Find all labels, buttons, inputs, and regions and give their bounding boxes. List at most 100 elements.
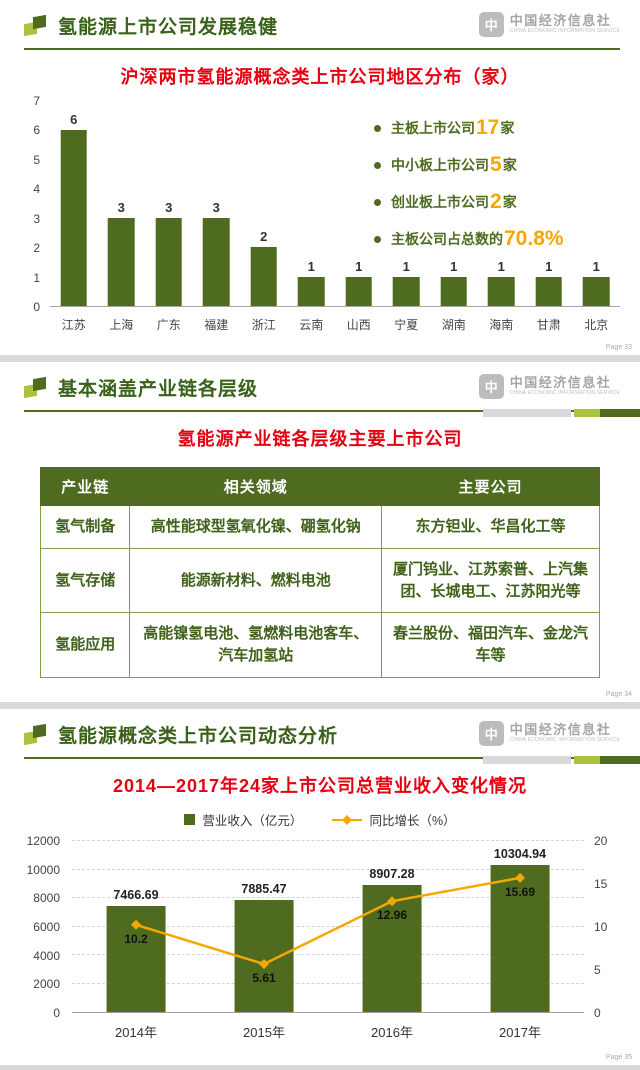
bar [107,218,135,306]
stat-bullet: 中小板上市公司 5 家 [374,153,612,177]
title-wrap: 氢能源概念类上市公司动态分析 [24,721,338,748]
legend-item-growth: 同比增长（%） [332,810,456,829]
row-header-cell: 氢气存储 [39,547,131,614]
slide-marker-icon [24,376,48,399]
bar-column: 3 [145,101,193,306]
bullet-value: 5 [490,153,502,176]
bar [392,276,420,306]
table-row: 氢气存储 能源新材料、燃料电池 厦门钨业、江苏索普、上汽集团、长城电工、江苏阳光等 [39,547,601,614]
bar [250,247,278,306]
bullet-dot-icon [374,198,381,206]
logo-subtitle: CHINA ECONOMIC INFORMATION SERVICE [509,28,620,35]
bullet-value: 70.8% [504,227,564,250]
bullet-text: 主板上市公司 [391,120,475,136]
y-axis-tick: 5 [33,152,40,167]
table-row: 氢能应用 高能镍氢电池、氢燃料电池客车、汽车加氢站 春兰股份、福田汽车、金龙汽车等 [39,612,601,678]
bar-column: 10304.94 [456,841,584,1012]
bar-column: 1 [383,101,431,306]
x-axis-label: 2015年 [243,1025,285,1040]
line-value-label: 5.61 [252,971,276,986]
plot-area: 6 3 3 3 2 1 1 1 1 1 1 1 [50,101,620,307]
page-number: Page 34 [605,691,632,698]
industry-chain-table: 产业链 相关领域 主要公司 氢气制备 高性能球型氢氧化镍、硼氢化钠 东方钽业、华昌化工等… [39,467,601,678]
bar [345,276,373,306]
bar-column: 1 [478,101,526,306]
bar-value-label: 7466.69 [113,887,159,902]
bar-value-label: 1 [355,258,363,274]
table-cell: 东方钽业、华昌化工等 [380,505,601,549]
left-axis-tick: 4000 [33,948,60,963]
page-number: Page 33 [605,344,632,351]
slide-marker-icon [24,14,48,37]
line-legend-swatch-icon [332,818,363,821]
bar-value-label: 6 [70,112,78,128]
table-body: 氢气制备 高性能球型氢氧化镍、硼氢化钠 东方钽业、华昌化工等 氢气存储 能源新材料、燃料… [39,505,601,678]
x-axis-label: 2017年 [499,1025,541,1040]
table-cell: 高能镍氢电池、氢燃料电池客车、汽车加氢站 [129,612,382,678]
bar-column: 8907.28 [328,841,456,1012]
bar [362,885,422,1012]
bar [202,218,230,306]
logo-icon: 中 [478,721,504,746]
plot-area: 7466.69 7885.47 8907.28 10304.94 10.2 5.61 12.… [72,840,584,1013]
left-axis-tick: 0 [53,1006,60,1020]
gridline [72,982,584,984]
right-axis-tick: 15 [594,877,608,891]
line-value-label: 15.69 [504,884,536,899]
bullet-dot-icon [374,161,381,169]
bullet-text: 创业板上市公司 [391,194,489,210]
row-header-cell: 氢能应用 [39,612,131,678]
bar-legend-swatch-icon [184,814,196,825]
table-cell: 能源新材料、燃料电池 [129,547,382,614]
right-axis-tick: 10 [594,920,608,934]
title-wrap: 基本涵盖产业链各层级 [24,374,258,401]
bar-value-label: 7885.47 [241,881,287,896]
slide-title: 氢能源概念类上市公司动态分析 [58,726,339,747]
slide-3: 氢能源概念类上市公司动态分析 中 中国经济信息社 CHINA ECONOMIC … [0,709,640,1065]
bar-series: 7466.69 7885.47 8907.28 10304.94 [72,841,584,1012]
y-axis-tick: 7 [33,94,40,108]
x-axis-label: 湖南 [441,318,466,332]
bar-value-label: 1 [497,258,505,274]
gridline [72,840,584,841]
logo-subtitle: CHINA ECONOMIC INFORMATION SERVICE [509,390,620,397]
left-axis-tick: 2000 [33,977,60,992]
x-axis-label: 浙江 [251,318,276,332]
bar [582,276,610,306]
bar-value-label: 8907.28 [369,867,415,882]
logo-subtitle: CHINA ECONOMIC INFORMATION SERVICE [509,737,620,744]
title-wrap: 氢能源上市公司发展稳健 [24,12,278,39]
bullet-suffix: 家 [500,120,515,136]
bar [440,276,468,306]
bar-value-label: 3 [117,200,125,216]
right-axis-tick: 5 [594,963,601,977]
bar [234,899,294,1012]
logo-texts: 中国经济信息社 CHINA ECONOMIC INFORMATION SERVI… [509,13,620,35]
left-axis-tick: 12000 [26,834,60,848]
line-marker-icon [131,919,141,930]
table-row: 氢气制备 高性能球型氢氧化镍、硼氢化钠 东方钽业、华昌化工等 [39,505,601,549]
logo-texts: 中国经济信息社 CHINA ECONOMIC INFORMATION SERVI… [509,375,620,397]
bullet-value: 2 [490,190,502,213]
right-axis-tick: 20 [594,834,608,848]
header-rule [24,48,620,50]
left-axis-tick: 6000 [33,920,60,934]
right-y-axis: 0 5 10 15 20 [588,834,624,1020]
row-header-cell: 氢气制备 [39,505,131,549]
x-axis-label: 海南 [489,318,514,332]
bullet-suffix: 家 [502,157,517,173]
legend-item-revenue: 营业收入（亿元） [184,810,302,829]
x-axis-label: 上海 [109,318,134,332]
header-deco-bars [483,409,640,417]
brand-logo: 中 中国经济信息社 CHINA ECONOMIC INFORMATION SER… [478,721,620,746]
slide-title: 基本涵盖产业链各层级 [58,379,259,400]
header-rule [24,757,620,759]
bar [155,218,183,306]
gridline [72,897,584,898]
x-axis-label: 山西 [346,318,371,332]
gridline [72,868,584,870]
brand-logo: 中 中国经济信息社 CHINA ECONOMIC INFORMATION SER… [478,374,620,399]
bar [297,276,325,306]
y-axis-tick: 6 [33,123,40,138]
revenue-combo-chart: 0 2000 4000 6000 8000 10000 12000 7466.69 7885.… [20,833,624,1049]
